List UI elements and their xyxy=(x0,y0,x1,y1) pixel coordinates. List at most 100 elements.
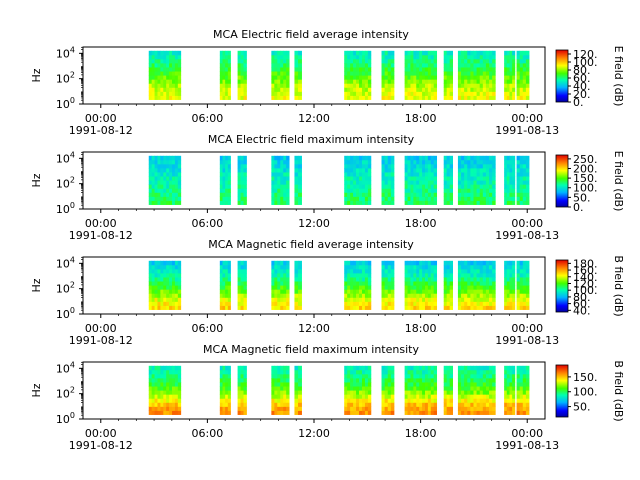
spectrogram-cell xyxy=(294,398,299,403)
spectrogram-cell xyxy=(407,180,411,185)
spectrogram-cell xyxy=(160,159,164,165)
spectrogram-cell xyxy=(157,50,161,56)
spectrogram-cell xyxy=(151,293,155,298)
spectrogram-cell xyxy=(470,95,474,100)
spectrogram-cell xyxy=(410,192,414,197)
spectrogram-cell xyxy=(416,62,420,68)
spectrogram-cell xyxy=(148,406,153,411)
spectrogram-cell xyxy=(364,260,369,266)
spectrogram-cell xyxy=(237,67,241,72)
spectrogram-cell xyxy=(364,180,369,185)
spectrogram-cell xyxy=(237,289,241,294)
spectrogram-cell xyxy=(172,192,176,197)
spectrogram-cell xyxy=(172,87,176,92)
spectrogram-cell xyxy=(457,281,462,286)
spectrogram-cell xyxy=(410,167,414,173)
spectrogram-cell xyxy=(157,83,161,88)
spectrogram-cell xyxy=(509,398,513,403)
spectrogram-cell xyxy=(430,272,435,278)
spectrogram-cell xyxy=(470,386,474,391)
spectrogram-cell xyxy=(407,79,411,84)
spectrogram-cell xyxy=(407,410,411,415)
spectrogram-cell xyxy=(237,71,241,76)
spectrogram-cell xyxy=(381,50,386,56)
spectrogram-cell xyxy=(519,285,524,290)
spectrogram-cell xyxy=(227,301,231,306)
spectrogram-cell xyxy=(509,196,513,201)
spectrogram-cell xyxy=(489,402,493,407)
spectrogram-cell xyxy=(443,58,448,64)
spectrogram-cell xyxy=(479,382,484,387)
spectrogram-cell xyxy=(489,289,493,294)
spectrogram-cell xyxy=(416,293,420,298)
spectrogram-cell xyxy=(174,277,179,282)
spectrogram-cell xyxy=(473,188,477,193)
spectrogram-cell xyxy=(492,293,496,298)
spectrogram-cell xyxy=(424,264,429,270)
spectrogram-cell xyxy=(506,75,510,80)
spectrogram-cell xyxy=(504,369,508,375)
spectrogram-cell xyxy=(522,180,527,185)
spectrogram-cell xyxy=(443,268,448,274)
spectrogram-cell xyxy=(294,176,299,181)
spectrogram-cell xyxy=(283,176,287,181)
spectrogram-cell xyxy=(433,87,438,92)
spectrogram-cell xyxy=(489,365,493,371)
spectrogram-cell xyxy=(169,398,173,403)
spectrogram-cell xyxy=(237,62,241,68)
spectrogram-cell xyxy=(219,159,223,165)
spectrogram-cell xyxy=(479,301,484,306)
spectrogram-cell xyxy=(359,172,363,177)
spectrogram-cell xyxy=(430,394,435,399)
spectrogram-cell xyxy=(298,406,302,411)
spectrogram-cell xyxy=(163,369,167,375)
spectrogram-cell xyxy=(243,277,247,282)
spectrogram-cell xyxy=(163,184,167,189)
spectrogram-cell xyxy=(237,196,241,201)
spectrogram-cell xyxy=(222,91,226,96)
spectrogram-cell xyxy=(489,373,493,379)
spectrogram-cell xyxy=(356,50,360,56)
spectrogram-cell xyxy=(364,293,369,298)
spectrogram-cell xyxy=(280,365,284,371)
spectrogram-cell xyxy=(467,406,471,411)
spectrogram-cell xyxy=(280,167,284,173)
spectrogram-cell xyxy=(461,95,465,100)
spectrogram-cell xyxy=(430,264,435,270)
spectrogram-cell xyxy=(277,192,281,197)
spectrogram-cell xyxy=(464,406,468,411)
spectrogram-cell xyxy=(473,71,477,76)
colorbar-tick-label: 100. xyxy=(573,386,598,399)
spectrogram-cell xyxy=(227,406,231,411)
spectrogram-cell xyxy=(280,390,284,395)
spectrogram-cell xyxy=(154,398,158,403)
spectrogram-cell xyxy=(274,180,278,185)
spectrogram-cell xyxy=(384,272,389,278)
spectrogram-cell xyxy=(489,260,493,266)
spectrogram-cell xyxy=(227,293,231,298)
spectrogram-cell xyxy=(148,373,153,379)
spectrogram-cell xyxy=(443,398,448,403)
colorbar-label: E field (dB) xyxy=(612,151,625,212)
spectrogram-cell xyxy=(464,192,468,197)
spectrogram-cell xyxy=(470,301,474,306)
spectrogram-cell xyxy=(449,285,453,290)
spectrogram-cell xyxy=(237,172,241,177)
spectrogram-cell xyxy=(512,272,516,278)
spectrogram-cell xyxy=(344,176,348,181)
spectrogram-cell xyxy=(219,406,223,411)
spectrogram-cell xyxy=(294,277,299,282)
spectrogram-cell xyxy=(298,58,302,64)
spectrogram-cell xyxy=(492,159,496,165)
spectrogram-cell xyxy=(473,386,477,391)
spectrogram-cell xyxy=(476,95,481,100)
spectrogram-cell xyxy=(157,188,161,193)
spectrogram-cell xyxy=(522,398,527,403)
spectrogram-cell xyxy=(174,192,179,197)
spectrogram-cell xyxy=(174,180,179,185)
spectrogram-cell xyxy=(492,50,496,56)
spectrogram-cell xyxy=(384,398,389,403)
spectrogram-cell xyxy=(237,200,241,205)
spectrogram-cell xyxy=(422,260,426,266)
spectrogram-cell xyxy=(222,402,226,407)
